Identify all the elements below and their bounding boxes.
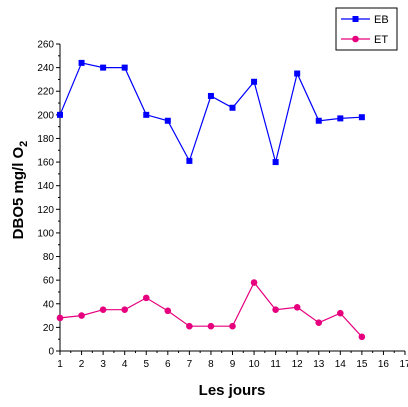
series-layer xyxy=(56,59,366,341)
data-point-et xyxy=(250,279,258,286)
series-et xyxy=(56,279,366,341)
legend-label-eb: EB xyxy=(374,14,389,26)
y-tick-label: 20 xyxy=(43,323,55,334)
data-point-eb xyxy=(337,115,344,122)
x-tick-label: 6 xyxy=(165,359,171,370)
legend: EB ET xyxy=(335,7,398,51)
data-point-et xyxy=(142,294,150,302)
x-tick-label: 15 xyxy=(356,359,368,370)
legend-item-eb: EB xyxy=(341,14,389,26)
y-tick-label: 260 xyxy=(37,40,54,51)
x-tick-label: 12 xyxy=(292,359,304,370)
legend-label-et: ET xyxy=(374,34,388,46)
data-point-et xyxy=(293,304,301,311)
data-point-eb xyxy=(164,117,171,124)
data-point-eb xyxy=(207,92,214,99)
series-line-eb xyxy=(59,62,362,163)
data-point-eb xyxy=(57,111,63,118)
x-axis-title: Les jours xyxy=(199,382,266,399)
data-point-et xyxy=(229,322,236,330)
data-point-eb xyxy=(358,114,365,121)
data-point-et xyxy=(78,312,85,319)
legend-marker-et xyxy=(352,35,359,43)
data-point-eb xyxy=(121,64,128,71)
x-tick-label: 11 xyxy=(270,359,281,370)
y-tick-label: 100 xyxy=(37,228,54,239)
x-tick-label: 17 xyxy=(399,359,408,370)
axes-layer xyxy=(59,44,405,352)
legend-item-et: ET xyxy=(341,34,388,46)
data-point-et xyxy=(272,306,279,313)
data-point-eb xyxy=(78,59,85,66)
data-point-et xyxy=(315,319,323,326)
x-tick-label: 14 xyxy=(335,359,347,370)
y-tick-label: 220 xyxy=(37,87,54,98)
data-point-eb xyxy=(315,117,322,124)
y-tick-label: 140 xyxy=(37,181,54,192)
x-tick-label: 10 xyxy=(249,359,261,370)
y-axis-title: DBO5 mg/l O2 xyxy=(10,141,30,240)
data-point-et xyxy=(207,322,215,330)
x-tick-label: 1 xyxy=(57,359,63,370)
y-tick-label: 40 xyxy=(43,299,55,310)
y-axis-title-main: DBO5 mg/l O xyxy=(10,146,27,239)
data-point-eb xyxy=(272,159,279,166)
series-eb xyxy=(57,59,365,166)
y-tick-label: 80 xyxy=(43,252,55,263)
legend-marker-eb xyxy=(352,16,359,22)
y-tick-label: 200 xyxy=(37,110,54,121)
x-tick-label: 5 xyxy=(143,359,149,370)
data-point-eb xyxy=(229,104,236,111)
data-point-et xyxy=(358,333,366,341)
data-point-et xyxy=(337,309,344,317)
x-tick-label: 9 xyxy=(230,359,236,370)
data-point-et xyxy=(121,306,128,313)
x-tick-label: 4 xyxy=(122,359,128,370)
y-tick-label: 160 xyxy=(37,158,54,169)
y-tick-label: 60 xyxy=(43,276,55,287)
legend-box xyxy=(335,7,398,51)
data-point-eb xyxy=(251,78,258,85)
y-axis-title-subscript: 2 xyxy=(18,141,30,147)
data-point-et xyxy=(56,314,64,322)
y-tick-label: 120 xyxy=(37,205,54,216)
x-tick-label: 13 xyxy=(313,359,325,370)
data-point-et xyxy=(164,307,172,315)
x-tick-label: 3 xyxy=(100,359,106,370)
y-tick-label: 240 xyxy=(37,63,54,74)
data-point-eb xyxy=(143,111,150,118)
data-point-et xyxy=(186,322,193,330)
x-tick-label: 2 xyxy=(79,359,85,370)
data-point-eb xyxy=(100,64,107,71)
data-point-et xyxy=(99,306,107,313)
data-point-eb xyxy=(294,70,301,77)
x-tick-label: 7 xyxy=(187,359,193,370)
x-tick-label: 16 xyxy=(378,359,390,370)
x-tick-label: 8 xyxy=(208,359,214,370)
y-tick-label: 0 xyxy=(48,347,54,358)
y-tick-label: 180 xyxy=(37,134,54,145)
legend-items: EB ET xyxy=(341,14,389,46)
data-point-eb xyxy=(186,157,193,164)
